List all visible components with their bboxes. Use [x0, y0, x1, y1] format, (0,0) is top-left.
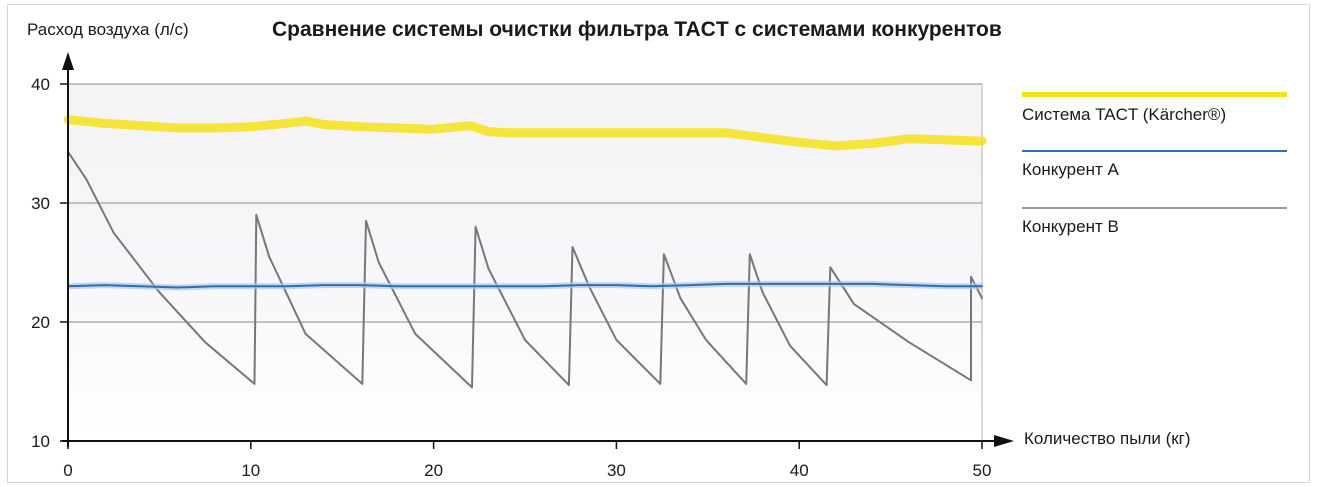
legend-label-tact: Система TACT (Kärcher®): [1022, 105, 1227, 124]
x-tick-label-0: 0: [63, 461, 72, 480]
plot-background: [68, 84, 982, 441]
grid-lines: [68, 83, 983, 441]
legend-label-competitor-b: Конкурент B: [1022, 217, 1119, 236]
x-axis-title: Количество пыли (кг): [1024, 429, 1191, 448]
legend-swatch-competitor-a: [1022, 150, 1287, 152]
y-tick-label-40: 40: [31, 75, 50, 94]
y-tick-label-30: 30: [31, 194, 50, 213]
axes: [62, 52, 1014, 447]
y-axis-title: Расход воздуха (л/с): [27, 20, 189, 39]
series-line-tact: [63, 115, 987, 151]
legend-swatch-tact: [1022, 92, 1287, 97]
y-axis-arrow-icon: [62, 52, 74, 70]
series-line-competitor-a: [67, 282, 983, 289]
x-tick-label-50: 50: [973, 461, 992, 480]
legend-swatch-competitor-b: [1022, 207, 1287, 209]
legend-item-competitor-b: Конкурент B: [1022, 207, 1287, 237]
x-tick-label-40: 40: [790, 461, 809, 480]
y-tick-label-20: 20: [31, 313, 50, 332]
chart-frame: [7, 4, 1310, 483]
x-tick-label-30: 30: [607, 461, 626, 480]
chart-title: Сравнение системы очистки фильтра TACT с…: [272, 18, 1002, 41]
series-line-competitor-b: [67, 150, 983, 389]
tick-labels: 10 20 30 40 0 10 20 30 40 50: [31, 75, 991, 480]
legend-item-competitor-a: Конкурент A: [1022, 150, 1287, 180]
series-group: [63, 115, 987, 389]
x-tick-label-10: 10: [241, 461, 260, 480]
x-axis-arrow-icon: [994, 435, 1014, 447]
legend-item-tact: Система TACT (Kärcher®): [1022, 92, 1287, 125]
x-tick-label-20: 20: [424, 461, 443, 480]
y-tick-label-10: 10: [31, 432, 50, 451]
legend-label-competitor-a: Конкурент A: [1022, 160, 1119, 179]
